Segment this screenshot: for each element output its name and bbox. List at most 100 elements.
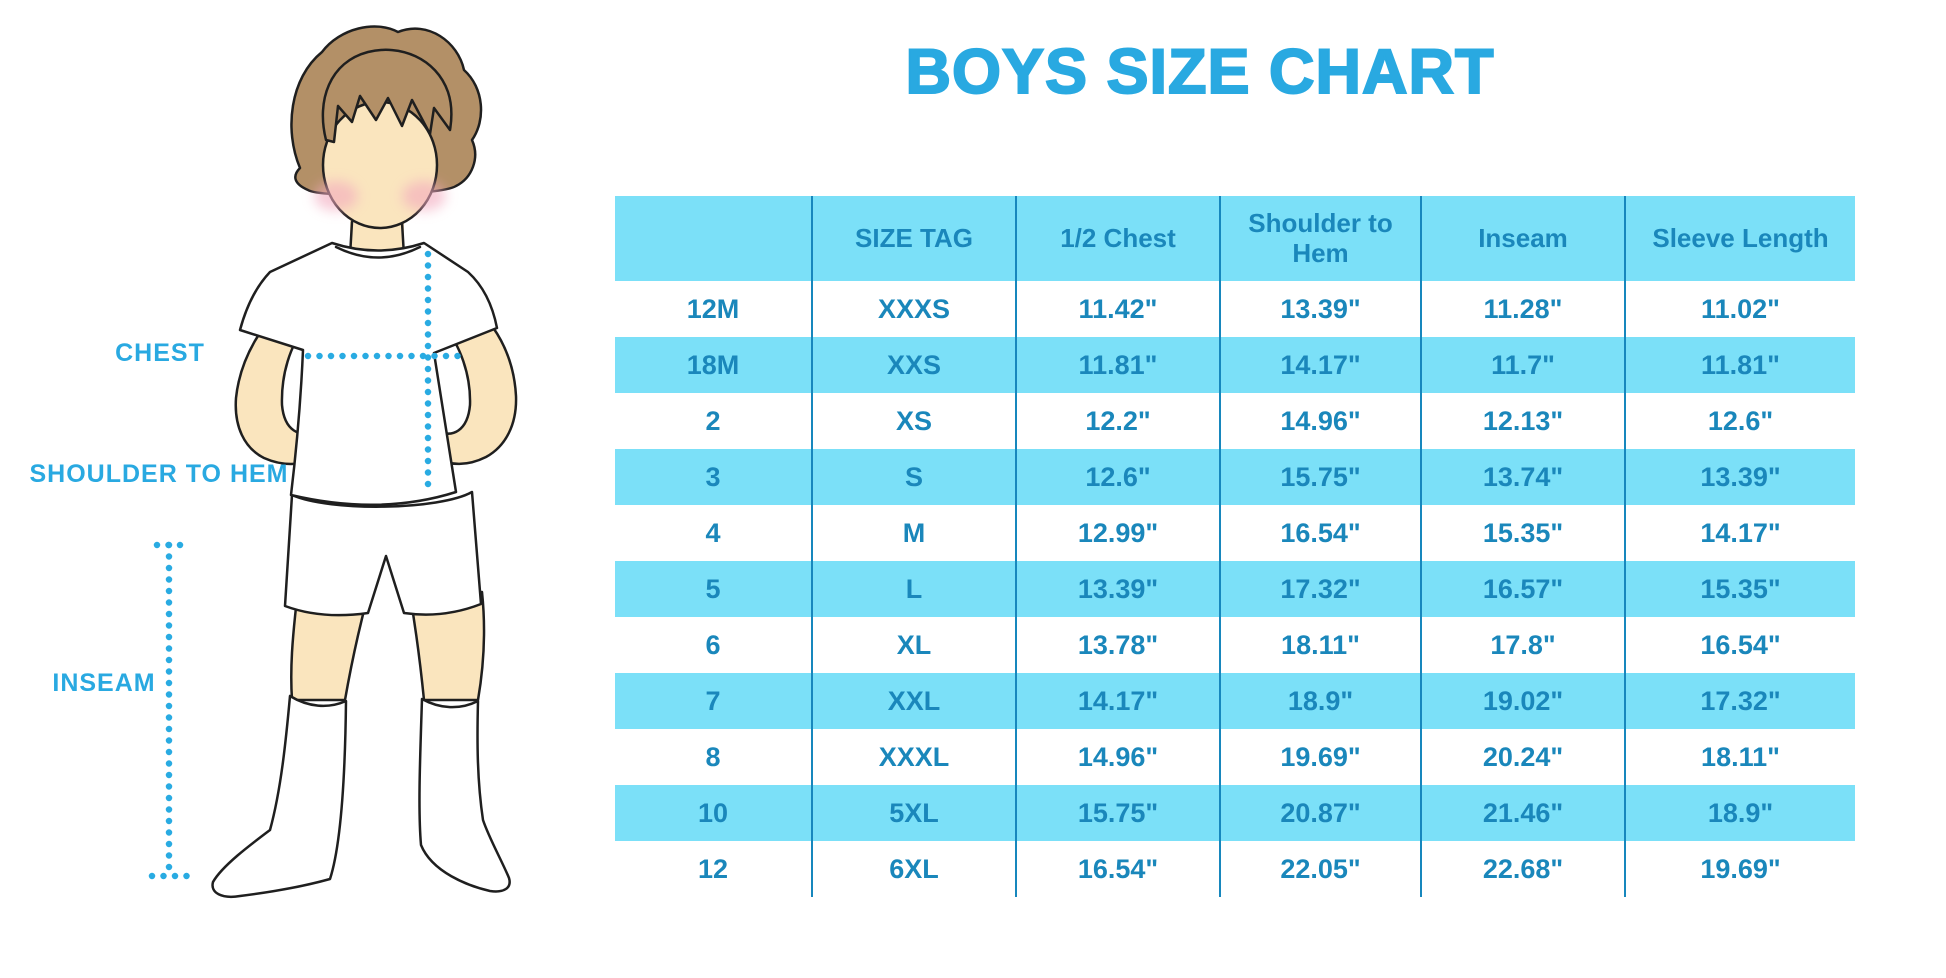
shorts: [283, 490, 483, 617]
table-cell: 12.6": [1624, 393, 1855, 449]
table-cell: 19.69": [1219, 729, 1421, 785]
table-cell: 12M: [615, 281, 812, 337]
cheek-left: [314, 181, 358, 211]
table-cell: XL: [811, 617, 1016, 673]
cheek-right: [402, 181, 446, 211]
table-cell: 15.75": [1219, 449, 1421, 505]
table-row: 7 XXL 14.17" 18.9" 19.02" 17.32": [615, 673, 1855, 729]
right-arm: [430, 298, 518, 466]
table-cell: 4: [615, 505, 812, 561]
table-cell: 19.69": [1624, 841, 1855, 897]
measurement-lines: [148, 250, 466, 880]
chest-label: CHEST: [115, 339, 205, 367]
table-cell: 13.78": [1015, 617, 1220, 673]
table-cell: XXXL: [811, 729, 1016, 785]
table-cell: 12.13": [1420, 393, 1625, 449]
table-cell: XXL: [811, 673, 1016, 729]
table-cell: 18.11": [1219, 617, 1421, 673]
shirt: [238, 241, 499, 506]
table-cell: 18.11": [1624, 729, 1855, 785]
table-cell: 16.54": [1624, 617, 1855, 673]
table-cell: 11.42": [1015, 281, 1220, 337]
table-row: 5 L 13.39" 17.32" 16.57" 15.35": [615, 561, 1855, 617]
table-cell: 6: [615, 617, 812, 673]
table-cell: XXXS: [811, 281, 1016, 337]
column-header: [615, 196, 812, 281]
table-cell: XXS: [811, 337, 1016, 393]
table-cell: 10: [615, 785, 812, 841]
left-leg: [290, 588, 370, 702]
table-cell: 16.54": [1219, 505, 1421, 561]
table-cell: M: [811, 505, 1016, 561]
inseam-label: INSEAM: [52, 669, 155, 697]
table-cell: 11.28": [1420, 281, 1625, 337]
table-cell: 21.46": [1420, 785, 1625, 841]
boy-figure-svg: CHEST SHOULDER TO HEM INSEAM: [30, 25, 518, 898]
left-arm: [234, 296, 324, 466]
table-cell: 5: [615, 561, 812, 617]
table-cell: 18.9": [1624, 785, 1855, 841]
table-cell: 22.68": [1420, 841, 1625, 897]
column-header: Inseam: [1420, 196, 1625, 281]
table-row: 10 5XL 15.75" 20.87" 21.46" 18.9": [615, 785, 1855, 841]
table-cell: 12.99": [1015, 505, 1220, 561]
left-sock: [211, 694, 348, 898]
table-cell: 13.39": [1219, 281, 1421, 337]
size-table: SIZE TAG 1/2 Chest Shoulder to Hem Inseam Sl…: [615, 196, 1855, 897]
table-cell: 5XL: [811, 785, 1016, 841]
table-cell: 20.24": [1420, 729, 1625, 785]
table-cell: 13.39": [1624, 449, 1855, 505]
table-cell: 13.74": [1420, 449, 1625, 505]
table-cell: 16.57": [1420, 561, 1625, 617]
table-cell: 12.2": [1015, 393, 1220, 449]
table-cell: 14.17": [1015, 673, 1220, 729]
table-cell: S: [811, 449, 1016, 505]
table-cell: 12: [615, 841, 812, 897]
right-sock: [418, 697, 511, 893]
shirt-collar: [334, 245, 422, 259]
table-cell: 17.8": [1420, 617, 1625, 673]
header-row: SIZE TAG 1/2 Chest Shoulder to Hem Inseam Sl…: [615, 196, 1855, 281]
table-row: 4 M 12.99" 16.54" 15.35" 14.17": [615, 505, 1855, 561]
table-row: 3 S 12.6" 15.75" 13.74" 13.39": [615, 449, 1855, 505]
table-row: 12 6XL 16.54" 22.05" 22.68" 19.69": [615, 841, 1855, 897]
table-row: 2 XS 12.2" 14.96" 12.13" 12.6": [615, 393, 1855, 449]
boy-measurement-diagram: CHEST SHOULDER TO HEM INSEAM: [0, 0, 560, 973]
table-row: 8 XXXL 14.96" 19.69" 20.24" 18.11": [615, 729, 1855, 785]
table-cell: 8: [615, 729, 812, 785]
column-header: SIZE TAG: [811, 196, 1016, 281]
table-cell: 19.02": [1420, 673, 1625, 729]
table-cell: 11.02": [1624, 281, 1855, 337]
table-cell: XS: [811, 393, 1016, 449]
table-cell: 17.32": [1219, 561, 1421, 617]
table-cell: 11.7": [1420, 337, 1625, 393]
table-cell: 17.32": [1624, 673, 1855, 729]
table-cell: 20.87": [1219, 785, 1421, 841]
table-cell: 22.05": [1219, 841, 1421, 897]
table-cell: 13.39": [1015, 561, 1220, 617]
table-cell: 15.35": [1624, 561, 1855, 617]
column-header: 1/2 Chest: [1015, 196, 1220, 281]
table-cell: 2: [615, 393, 812, 449]
table-cell: 11.81": [1015, 337, 1220, 393]
table-cell: 6XL: [811, 841, 1016, 897]
column-header: Sleeve Length: [1624, 196, 1855, 281]
table-cell: 14.96": [1015, 729, 1220, 785]
shoulder-to-hem-label: SHOULDER TO HEM: [30, 460, 289, 488]
table-cell: 11.81": [1624, 337, 1855, 393]
table-cell: 3: [615, 449, 812, 505]
table-cell: 15.35": [1420, 505, 1625, 561]
column-header: Shoulder to Hem: [1219, 196, 1421, 281]
table-row: 18M XXS 11.81" 14.17" 11.7" 11.81": [615, 337, 1855, 393]
table-cell: 7: [615, 673, 812, 729]
table-cell: 14.17": [1624, 505, 1855, 561]
table-cell: 14.17": [1219, 337, 1421, 393]
table-cell: 12.6": [1015, 449, 1220, 505]
table-cell: 18.9": [1219, 673, 1421, 729]
table-cell: 15.75": [1015, 785, 1220, 841]
table-cell: L: [811, 561, 1016, 617]
boy-figure: [211, 25, 518, 898]
table-cell: 18M: [615, 337, 812, 393]
table-row: 12M XXXS 11.42" 13.39" 11.28" 11.02": [615, 281, 1855, 337]
table-cell: 16.54": [1015, 841, 1220, 897]
